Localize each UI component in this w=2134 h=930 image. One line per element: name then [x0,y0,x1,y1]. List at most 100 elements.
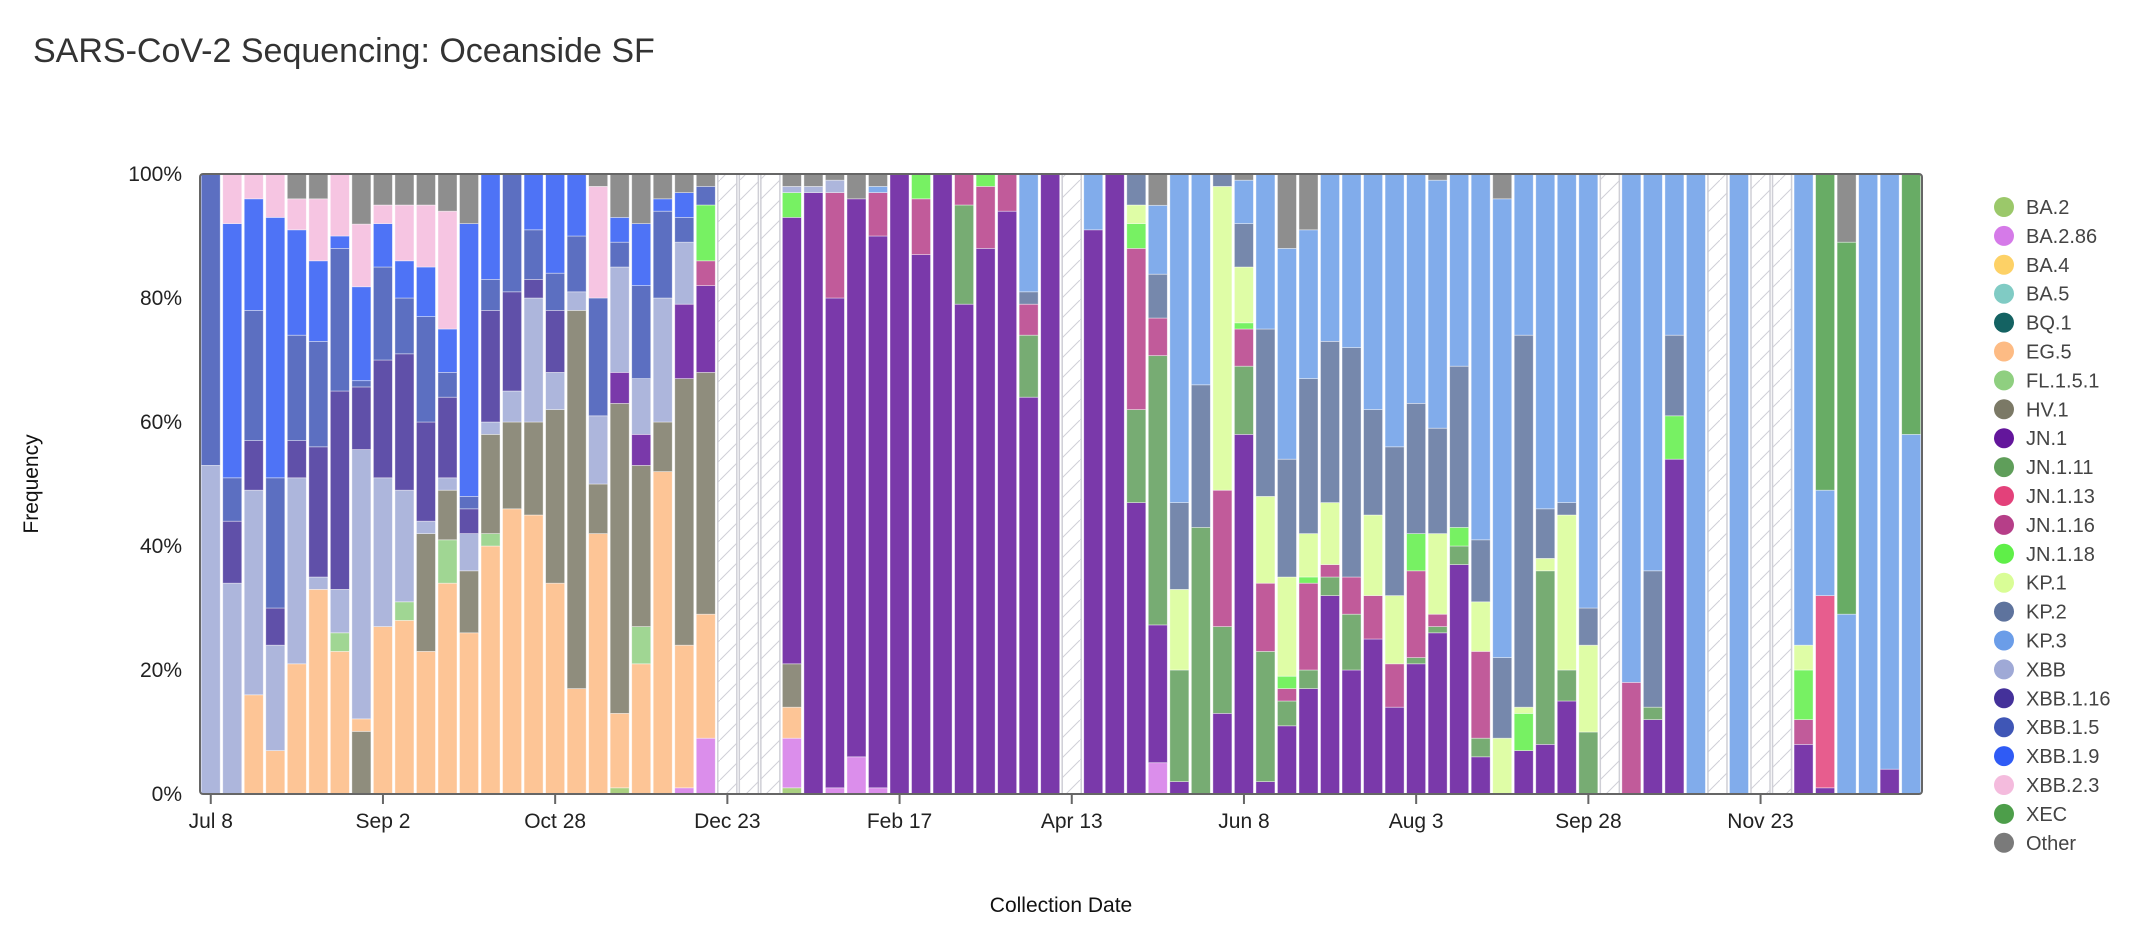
week-bar[interactable] [1750,173,1771,795]
bar-segment-other[interactable] [846,173,867,200]
bar-segment-jn-1[interactable] [1642,719,1663,795]
bar-segment-other[interactable] [1492,173,1513,200]
bar-segment-xbb[interactable] [437,477,458,491]
bar-segment-other[interactable] [416,173,436,206]
bar-segment-hv-1[interactable] [502,421,522,510]
bar-segment-xbb[interactable] [674,241,695,305]
bar-segment-jn-1-16[interactable] [1255,582,1276,652]
bar-segment-kp-3[interactable] [1836,613,1857,795]
bar-segment-jn-1-16[interactable] [1470,651,1491,739]
bar-segment-hv-1[interactable] [695,371,716,615]
bar-segment-kp-2[interactable] [1190,384,1211,528]
bar-segment-other[interactable] [1277,173,1297,249]
bar-segment-jn-1[interactable] [975,247,996,795]
bar-segment-hv-1[interactable] [631,464,652,627]
week-bar[interactable] [286,173,307,795]
bar-segment-jn-1-16[interactable] [868,192,888,237]
bar-segment-xbb-1-16[interactable] [416,421,436,522]
week-bar[interactable] [1578,173,1599,795]
bar-segment-xbb-2-3[interactable] [222,173,243,224]
bar-segment-xbb-2-3[interactable] [308,198,329,262]
bar-segment-xbb[interactable] [523,297,544,423]
week-bar[interactable] [825,173,845,795]
bar-segment-jn-1-18[interactable] [1793,669,1814,720]
bar-segment-jn-1[interactable] [1363,638,1383,795]
week-bar[interactable] [372,173,393,795]
week-bar[interactable] [1255,173,1276,795]
bar-segment-jn-1[interactable] [889,173,910,795]
week-bar[interactable] [416,173,436,795]
legend-item[interactable]: FL.1.5.1 [1994,370,2099,392]
bar-segment-xbb-1-16[interactable] [480,309,501,423]
legend-item[interactable]: Other [1994,832,2076,855]
week-bar[interactable] [1190,173,1211,795]
bar-segment-xbb-1-16[interactable] [308,446,329,578]
bar-segment-xbb[interactable] [609,266,630,373]
bar-segment-xbb[interactable] [351,449,372,720]
bar-segment-xbb-1-9[interactable] [523,173,544,231]
legend-item[interactable]: BA.2.86 [1994,225,2097,248]
week-bar[interactable] [609,173,630,795]
week-bar[interactable] [588,173,609,795]
bar-segment-jn-1[interactable] [1320,595,1340,795]
bar-segment-kp-2[interactable] [1513,334,1534,708]
bar-segment-kp-2[interactable] [1363,409,1383,516]
week-bar[interactable] [846,173,867,795]
bar-segment-kp-3[interactable] [1793,173,1814,646]
bar-segment-kp-1[interactable] [1363,514,1383,596]
week-bar[interactable] [566,173,587,795]
bar-segment-xbb[interactable] [394,489,415,603]
week-bar[interactable] [1492,173,1513,795]
bar-segment-kp-3[interactable] [1642,173,1663,572]
bar-segment-jn-1[interactable] [695,285,716,373]
bar-segment-eg-5[interactable] [566,688,587,795]
week-bar[interactable] [1642,173,1663,795]
week-bar[interactable] [803,173,824,795]
week-bar[interactable] [1277,173,1297,795]
bar-segment-xbb[interactable] [286,477,307,665]
bar-segment-jn-1[interactable] [1879,768,1900,795]
bar-segment-kp-2[interactable] [1449,365,1470,528]
week-bar[interactable] [1599,173,1621,795]
bar-segment-jn-1[interactable] [1277,725,1297,795]
bar-segment-kp-3[interactable] [1427,179,1448,429]
bar-segment-xbb-1-9[interactable] [243,198,264,311]
bar-segment-xbb-1-16[interactable] [351,386,372,450]
bar-segment-xbb-1-5[interactable] [243,309,264,441]
bar-segment-xbb-1-5[interactable] [631,285,652,380]
bar-segment-jn-1-11[interactable] [1147,355,1168,626]
bar-segment-jn-1[interactable] [997,210,1018,795]
bar-segment-fl-1-5-1[interactable] [631,626,652,665]
bar-segment-kp-1[interactable] [1556,514,1577,671]
bar-segment-xbb-1-9[interactable] [631,223,652,287]
bar-segment-kp-2[interactable] [1018,291,1039,305]
bar-segment-xbb-1-9[interactable] [652,198,673,212]
bar-segment-xbb-1-5[interactable] [502,173,522,293]
bar-segment-jn-1-18[interactable] [1513,713,1534,752]
bar-segment-kp-2[interactable] [1470,539,1491,603]
bar-segment-jn-1-11[interactable] [1406,657,1427,665]
week-bar[interactable] [868,173,888,795]
bar-segment-jn-1-16[interactable] [1406,570,1427,658]
bar-segment-xbb[interactable] [652,297,673,423]
week-bar[interactable] [329,173,350,795]
bar-segment-kp-2[interactable] [1234,223,1254,268]
bar-segment-jn-1[interactable] [1341,669,1362,795]
bar-segment-jn-1[interactable] [1104,173,1125,795]
bar-segment-xbb[interactable] [631,378,652,435]
bar-segment-fl-1-5-1[interactable] [437,539,458,584]
week-bar[interactable] [1901,173,1922,795]
week-bar[interactable] [781,173,802,795]
bar-segment-xbb-1-9[interactable] [609,216,630,243]
week-bar[interactable] [717,173,738,795]
bar-segment-other[interactable] [1298,173,1319,231]
week-bar[interactable] [1879,173,1900,795]
bar-segment-xbb[interactable] [265,644,286,752]
bar-segment-xbb-1-5[interactable] [329,247,350,392]
bar-segment-jn-1[interactable] [781,216,802,665]
bar-segment-xbb-1-16[interactable] [372,359,393,479]
bar-segment-jn-1-18[interactable] [911,173,931,200]
bar-segment-other[interactable] [1147,173,1168,206]
bar-segment-other[interactable] [1836,173,1857,243]
week-bar[interactable] [760,173,781,795]
